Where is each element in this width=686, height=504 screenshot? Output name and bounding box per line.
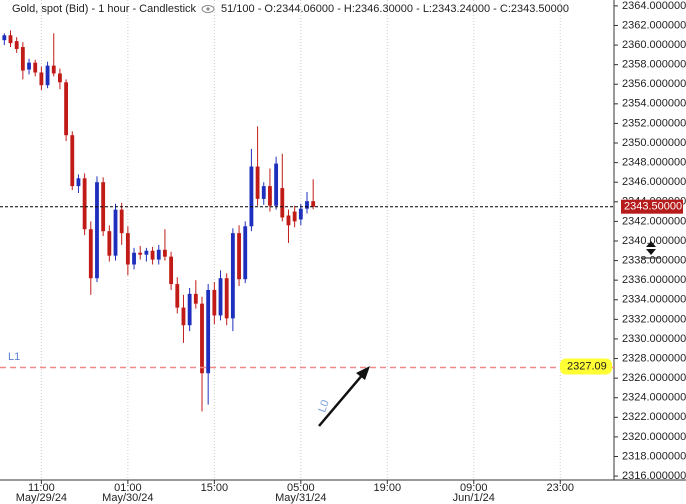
candle-body xyxy=(27,62,31,70)
candle-body xyxy=(82,178,87,230)
y-tick-label: 2356.000000 xyxy=(622,78,686,90)
candle-body xyxy=(163,249,167,257)
ohlc-info: 51/100 - O:2344.06000 - H:2346.30000 - L… xyxy=(221,3,569,15)
candle-body xyxy=(76,178,81,187)
candle-body xyxy=(298,208,303,220)
y-tick-label: 2362.000000 xyxy=(622,19,686,31)
y-tick-label: 2332.000000 xyxy=(622,313,686,325)
annotation-text: L0 xyxy=(316,398,331,414)
candle-body xyxy=(88,229,93,279)
x-tick-label: 05:00 xyxy=(287,482,315,494)
candle-body xyxy=(107,231,112,256)
y-tick-label: 2338.000000 xyxy=(622,254,686,266)
chart-title: Gold, spot (Bid) - 1 hour - Candlestick xyxy=(12,3,197,15)
candle-body xyxy=(113,209,118,256)
candle-body xyxy=(187,293,192,326)
candle-body xyxy=(95,182,99,279)
candle-body xyxy=(119,209,124,234)
candle-body xyxy=(39,72,44,86)
candle-body xyxy=(64,82,69,136)
candle-body xyxy=(45,65,50,86)
candle-body xyxy=(132,252,136,265)
candle-body xyxy=(144,250,149,255)
candle-body xyxy=(200,303,204,374)
arrow xyxy=(318,366,370,427)
y-tick-label: 2354.000000 xyxy=(622,98,686,110)
candle-body xyxy=(138,252,143,255)
x-tick-label: 01:00 xyxy=(114,482,142,494)
x-date-label: Jun/1/24 xyxy=(453,492,495,504)
y-tick-label: 2364.000000 xyxy=(622,0,686,12)
x-tick-label: 09:00 xyxy=(460,482,488,494)
candle-body xyxy=(14,41,19,49)
candle-body xyxy=(2,35,7,41)
x-tick-label: 15:00 xyxy=(201,482,229,494)
level-label-box xyxy=(560,358,612,375)
y-tick-label: 2322.000000 xyxy=(622,411,686,423)
y-tick-label: 2318.000000 xyxy=(622,450,686,462)
y-tick-label: 2326.000000 xyxy=(622,372,686,384)
candle-body xyxy=(230,233,235,319)
candle-body xyxy=(261,186,266,199)
x-tick-label: 23:00 xyxy=(546,482,574,494)
candle-body xyxy=(101,182,106,232)
eye-icon xyxy=(201,5,215,13)
candle-body xyxy=(280,188,285,218)
candle-body xyxy=(175,284,180,308)
candle-body xyxy=(274,163,279,206)
candle-body xyxy=(169,256,174,285)
x-date-label: May/31/24 xyxy=(275,492,326,504)
y-tick-label: 2316.000000 xyxy=(622,470,686,482)
candle-body xyxy=(206,289,211,374)
candle-body xyxy=(70,135,75,187)
candle-body xyxy=(150,250,155,260)
candle-body xyxy=(20,47,25,71)
candle-body xyxy=(255,166,260,199)
x-date-label: May/29/24 xyxy=(16,492,67,504)
y-tick-label: 2340.000000 xyxy=(622,235,686,247)
level-label: 2327.09 xyxy=(567,360,607,372)
candle-body xyxy=(181,307,186,326)
y-tick-label: 2324.000000 xyxy=(622,392,686,404)
candle-body xyxy=(212,289,217,316)
y-tick-label: 2336.000000 xyxy=(622,274,686,286)
candle-body xyxy=(51,65,56,74)
candle-body xyxy=(224,278,229,319)
scroll-icon xyxy=(641,241,661,259)
y-tick-label: 2334.000000 xyxy=(622,294,686,306)
candle-body xyxy=(311,201,316,207)
candle-body xyxy=(237,233,241,280)
candle-body xyxy=(243,226,248,280)
y-tick-label: 2352.000000 xyxy=(622,117,686,129)
y-tick-label: 2360.000000 xyxy=(622,39,686,51)
candle-body xyxy=(249,166,254,227)
level-name: L1 xyxy=(8,351,20,363)
current-price-box xyxy=(621,199,683,214)
y-tick-label: 2346.000000 xyxy=(622,176,686,188)
candle-body xyxy=(125,233,130,265)
x-tick-label: 11:00 xyxy=(28,482,55,494)
y-tick-label: 2330.000000 xyxy=(622,333,686,345)
candle-body xyxy=(8,35,13,44)
x-date-label: May/30/24 xyxy=(102,492,153,504)
candle-body xyxy=(218,278,223,316)
candle-body xyxy=(193,293,198,304)
x-tick-label: 19:00 xyxy=(374,482,402,494)
current-price-label: 2343.50000 xyxy=(624,201,682,213)
y-tick-label: 2342.000000 xyxy=(622,215,686,227)
candle-body xyxy=(33,62,38,73)
y-tick-label: 2348.000000 xyxy=(622,157,686,169)
y-tick-label: 2328.000000 xyxy=(622,352,686,364)
y-tick-label: 2358.000000 xyxy=(622,59,686,71)
candle-body xyxy=(305,201,309,209)
candle-body xyxy=(292,211,297,222)
y-tick-label: 2350.000000 xyxy=(622,137,686,149)
candle-body xyxy=(156,249,161,260)
y-tick-label: 2320.000000 xyxy=(622,431,686,443)
candle-body xyxy=(58,73,62,83)
candle-body xyxy=(268,186,272,206)
candle-body xyxy=(286,215,291,226)
